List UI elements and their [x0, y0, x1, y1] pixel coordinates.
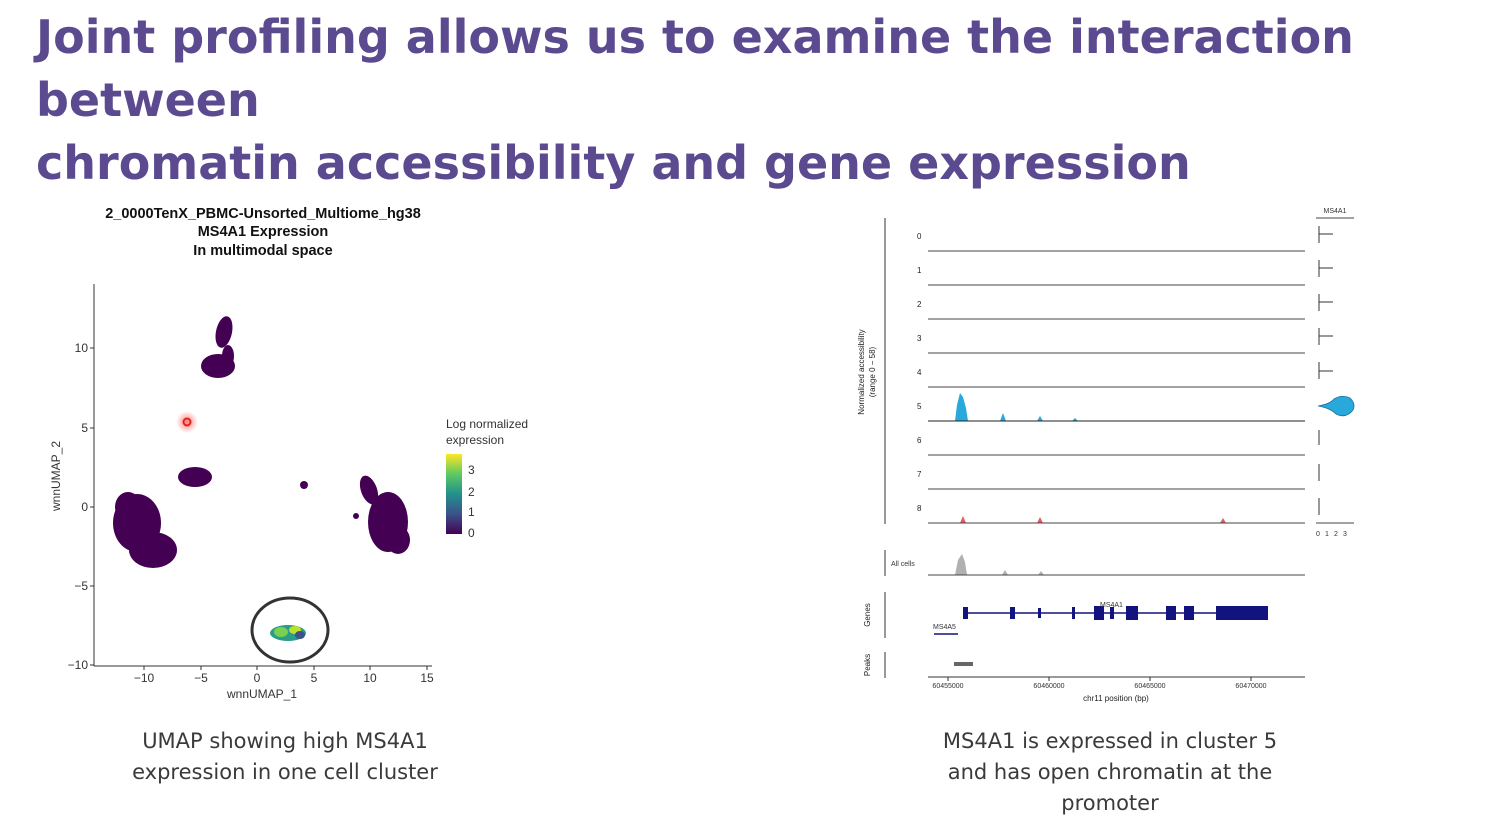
umap-title-line-3: In multimodal space: [193, 243, 332, 259]
cluster5-peak: [955, 393, 1078, 421]
red-marker: [182, 417, 192, 427]
track-label: 6: [917, 436, 922, 445]
x-tick-label: −10: [134, 671, 155, 685]
caption-right-line-1: MS4A1 is expressed in cluster 5: [942, 729, 1278, 753]
caption-left: UMAP showing high MS4A1 expression in on…: [110, 726, 460, 788]
violin-tick: 1: [1325, 531, 1329, 538]
ms4a1-high-cluster: [270, 625, 306, 641]
umap-title-line-2: MS4A1 Expression: [198, 224, 329, 240]
y-tick-label: 10: [75, 341, 89, 355]
x-tick-label: −5: [194, 671, 208, 685]
y-tick-label: −10: [68, 658, 89, 672]
track-label: 5: [917, 402, 922, 411]
violin-tick: 0: [1316, 531, 1320, 538]
coverage-ylabel-line-1: Normalized accessibility: [857, 329, 866, 414]
caption-right-line-3: promoter: [1061, 791, 1159, 815]
legend-tick: 2: [468, 485, 475, 499]
coverage-x-tick: 60465000: [1134, 683, 1165, 690]
track-label: 3: [917, 334, 922, 343]
coverage-x-tick: 60470000: [1235, 683, 1266, 690]
track-label: 0: [917, 232, 922, 241]
ms4a1-gene-label: MS4A1: [1100, 602, 1123, 609]
caption-right-line-2: and has open chromatin at the: [947, 760, 1273, 784]
caption-right: MS4A1 is expressed in cluster 5 and has …: [915, 726, 1305, 819]
x-tick-label: 0: [254, 671, 261, 685]
title-line-1: Joint profiling allows us to examine the…: [36, 10, 1354, 127]
umap-plot: 2_0000TenX_PBMC-Unsorted_Multiome_hg38 M…: [49, 206, 528, 701]
coverage-x-tick: 60455000: [932, 683, 963, 690]
coverage-xlabel: chr11 position (bp): [1083, 694, 1149, 703]
legend-title-line-1: Log normalized: [446, 417, 528, 431]
violin-plots: [1318, 226, 1333, 515]
ms4a1-gene-model: [963, 606, 1268, 620]
title-line-2: chromatin accessibility and gene express…: [36, 136, 1191, 190]
x-tick-label: 5: [311, 671, 318, 685]
violin-x-ticks: 0 1 2 3: [1316, 531, 1347, 538]
cluster-top-stem: [215, 316, 233, 348]
legend-colorbar: [446, 454, 462, 534]
legend-tick: 1: [468, 505, 475, 519]
coverage-plot: Normalized accessibility (range 0 − 58) …: [857, 208, 1355, 703]
peak-bar: [954, 662, 973, 666]
violin-tick: 2: [1334, 531, 1338, 538]
cluster-dot: [300, 481, 308, 489]
legend-title-line-2: expression: [446, 433, 504, 447]
violin-title: MS4A1: [1324, 208, 1347, 215]
y-tick-label: 5: [81, 421, 88, 435]
all-cells-label: All cells: [891, 561, 915, 568]
cluster-small-mid: [178, 467, 212, 487]
x-tick-label: 15: [420, 671, 434, 685]
genes-label: Genes: [863, 603, 872, 627]
umap-clusters: [113, 316, 410, 568]
umap-x-label: wnnUMAP_1: [226, 687, 297, 701]
y-tick-label: −5: [74, 579, 88, 593]
legend-tick: 0: [468, 526, 475, 540]
highlight-circle: [250, 596, 330, 664]
slide-title: Joint profiling allows us to examine the…: [36, 6, 1496, 195]
umap-y-label: wnnUMAP_2: [49, 441, 63, 512]
caption-left-line-2: expression in one cell cluster: [132, 760, 438, 784]
all-cells-peak: [955, 554, 1044, 575]
x-tick-label: 10: [363, 671, 377, 685]
coverage-x-tick: 60460000: [1033, 683, 1064, 690]
legend-tick: 3: [468, 463, 475, 477]
violin-tick: 3: [1343, 531, 1347, 538]
umap-title-line-1: 2_0000TenX_PBMC-Unsorted_Multiome_hg38: [105, 206, 421, 222]
umap-x-ticks: −10 −5 0 5 10 15: [134, 666, 434, 685]
coverage-ylabel-line-2: (range 0 − 58): [868, 346, 877, 397]
red-marker-glow: [176, 411, 198, 433]
track-rows: 0 1 2 3 4 5 6 7 8: [917, 232, 1305, 524]
track-label: 2: [917, 300, 922, 309]
track-label: 1: [917, 266, 922, 275]
cluster8-peak: [960, 516, 1226, 523]
peaks-label: Peaks: [863, 654, 872, 676]
track-label: 7: [917, 470, 922, 479]
track-label: 4: [917, 368, 922, 377]
cluster5-violin: [1317, 395, 1355, 417]
caption-left-line-1: UMAP showing high MS4A1: [142, 729, 428, 753]
track-label: 8: [917, 504, 922, 513]
umap-y-ticks: 10 5 0 −5 −10: [68, 341, 94, 672]
y-tick-label: 0: [81, 500, 88, 514]
ms4a5-gene-label: MS4A5: [933, 624, 956, 631]
